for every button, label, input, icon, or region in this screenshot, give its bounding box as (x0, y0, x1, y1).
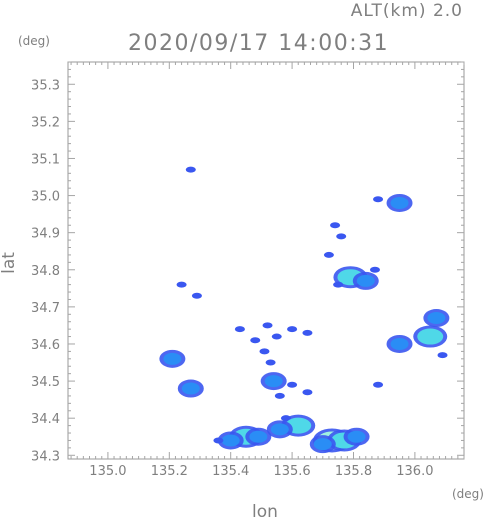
radar-echo-point (287, 381, 298, 388)
radar-echo-point (163, 352, 182, 365)
y-tick-label: 34.9 (31, 227, 60, 242)
y-tick-label: 34.3 (31, 449, 60, 464)
y-tick-label: 34.4 (31, 412, 60, 427)
radar-echo-point (336, 233, 347, 240)
x-axis-label: lon (252, 502, 278, 521)
radar-echo-point (250, 337, 261, 344)
y-tick-label: 35.0 (31, 190, 60, 205)
radar-echo-point (437, 352, 448, 359)
radar-echo-point (274, 392, 285, 399)
plot-frame (67, 61, 465, 460)
radar-echo-point (271, 333, 282, 340)
axis-ticks: 135.0 135.2 135.4 135.6 135.8 136.0 34.3 34.4 34… (31, 61, 465, 479)
radar-echo-point (259, 348, 270, 355)
x-unit-label: (deg) (452, 487, 484, 501)
x-tick-label: 135.6 (273, 464, 310, 479)
radar-echo-point (176, 281, 187, 288)
radar-echo-point (185, 166, 196, 173)
radar-echo-point (234, 326, 245, 333)
radar-echo-point (323, 251, 334, 258)
radar-echo-point (302, 329, 313, 336)
chart-title: 2020/09/17 14:00:31 (128, 31, 389, 56)
radar-echo-point (302, 389, 313, 396)
y-tick-label: 34.6 (31, 338, 60, 353)
radar-echo-point (313, 438, 332, 451)
radar-echo-point (287, 326, 298, 333)
x-tick-label: 135.8 (335, 464, 372, 479)
radar-echo-point (264, 375, 283, 388)
y-tick-label: 35.3 (31, 78, 60, 93)
y-tick-label: 34.8 (31, 264, 60, 279)
x-tick-label: 135.2 (151, 464, 188, 479)
radar-echo-point (373, 196, 384, 203)
x-tick-label: 135.0 (89, 464, 126, 479)
y-unit-label: (deg) (18, 34, 50, 48)
radar-echo-point (330, 222, 341, 229)
radar-echo-layer (159, 166, 450, 454)
radar-echo-point (181, 382, 200, 395)
radar-echo-point (221, 434, 240, 447)
radar-echo-point (390, 196, 409, 209)
radar-echo-point (417, 328, 444, 345)
radar-echo-point (270, 423, 289, 436)
radar-echo-point (347, 430, 366, 443)
y-tick-label: 34.7 (31, 301, 60, 316)
x-tick-label: 135.4 (212, 464, 249, 479)
radar-echo-point (262, 322, 273, 329)
radar-echo-point (191, 292, 202, 299)
radar-echo-point (249, 430, 268, 443)
radar-echo-point (356, 274, 375, 287)
radar-echo-point (373, 381, 384, 388)
y-tick-label: 34.5 (31, 375, 60, 390)
radar-echo-point (390, 337, 409, 350)
x-tick-label: 136.0 (396, 464, 433, 479)
y-tick-label: 35.2 (31, 115, 60, 130)
y-axis-label: lat (0, 252, 19, 274)
y-tick-label: 35.1 (31, 152, 60, 167)
radar-echo-point (369, 266, 380, 273)
radar-echo-point (265, 359, 276, 366)
altitude-label: ALT(km) 2.0 (351, 1, 463, 21)
radar-echo-point (427, 312, 446, 325)
radar-echo-point (213, 437, 224, 444)
radar-echo-point (333, 281, 344, 288)
